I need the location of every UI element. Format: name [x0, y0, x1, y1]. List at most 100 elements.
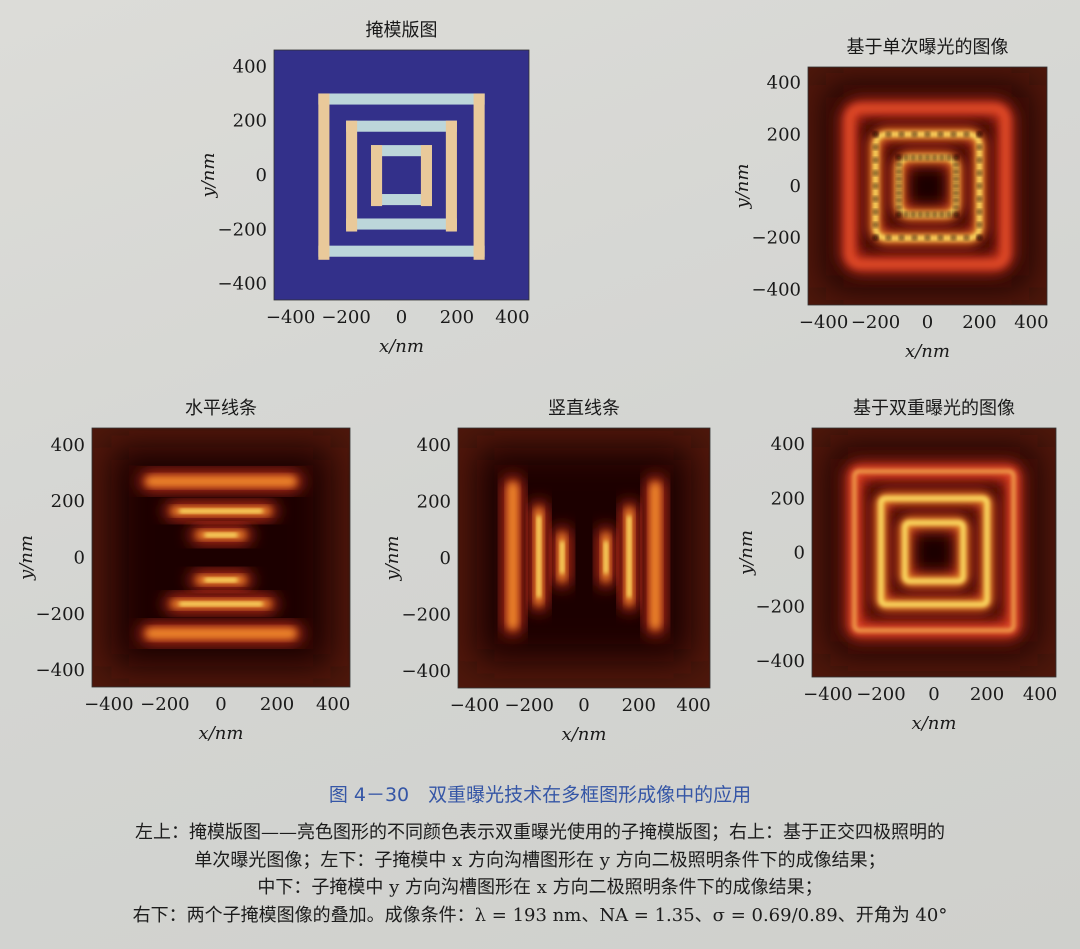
intensity-dip	[977, 235, 982, 241]
y-axis-label: y/nm	[198, 153, 219, 199]
heatmap-image	[808, 67, 1047, 305]
y-tick-label: 400	[417, 435, 451, 456]
intensity-dip	[896, 162, 902, 167]
intensity-ring-core	[902, 520, 966, 584]
intensity-band	[507, 481, 518, 630]
heatmap-image	[458, 428, 710, 688]
x-tick-label: 400	[495, 307, 529, 328]
y-tick-label: −400	[402, 661, 451, 682]
dark-region	[826, 85, 1029, 288]
intensity-band	[145, 476, 297, 487]
intensity-band-core	[178, 601, 264, 607]
caption-line-1: 左上：掩模版图——亮色图形的不同颜色表示双重曝光使用的子掩模版图；右上：基于正交…	[135, 822, 945, 843]
panel-1: −400 −200 0 200 400 −400 −200 0 200 400 掩模版图 x/nm y/…	[198, 20, 530, 357]
intensity-dip	[925, 235, 930, 241]
y-tick-label: 200	[233, 111, 267, 132]
mask-vertical-bar	[371, 145, 383, 207]
intensity-band-core	[560, 541, 565, 574]
intensity-dip	[953, 197, 959, 203]
intensity-dip	[977, 183, 982, 189]
mask-vertical-bar	[473, 93, 485, 260]
x-tick-label: 200	[962, 312, 996, 333]
y-tick-label: 400	[767, 73, 801, 94]
intensity-dip	[899, 131, 904, 137]
intensity-dip	[946, 212, 952, 217]
intensity-band	[650, 481, 661, 630]
mask-vertical-bar	[346, 120, 358, 232]
intensity-dip	[953, 183, 959, 189]
intensity-dip	[873, 196, 878, 202]
x-tick-label: 200	[260, 694, 294, 715]
x-tick-label: 400	[316, 694, 350, 715]
intensity-dip	[873, 157, 878, 163]
mask-vertical-bar	[318, 93, 330, 260]
intensity-band-core	[536, 515, 541, 598]
x-tick-label: 400	[676, 695, 710, 716]
x-tick-label: −400	[266, 307, 315, 328]
x-tick-label: 0	[578, 695, 589, 716]
intensity-band-core	[603, 541, 608, 574]
x-tick-label: 0	[922, 312, 933, 333]
intensity-dip	[873, 222, 878, 228]
intensity-dip	[873, 170, 878, 176]
intensity-dip	[939, 212, 945, 217]
intensity-dip	[964, 131, 969, 137]
caption-line-4: 右下：两个子掩模图像的叠加。成像条件：λ = 193 nm、NA = 1.35、…	[132, 905, 948, 926]
y-tick-label: 200	[767, 124, 801, 145]
x-tick-label: −400	[84, 694, 133, 715]
x-tick-label: 200	[622, 695, 656, 716]
plot-frame	[811, 427, 1057, 678]
intensity-dip	[977, 144, 982, 150]
x-tick-label: −400	[803, 684, 852, 705]
intensity-dip	[953, 155, 959, 160]
x-tick-label: 0	[928, 684, 939, 705]
intensity-dip	[953, 176, 959, 182]
panel-title: 基于单次曝光的图像	[847, 37, 1009, 58]
intensity-dip	[932, 155, 937, 160]
x-axis-label: x/nm	[905, 341, 950, 362]
y-axis-label: y/nm	[732, 164, 753, 210]
y-tick-label: −200	[402, 605, 451, 626]
intensity-dip	[896, 197, 902, 203]
intensity-dip	[953, 169, 959, 175]
mask-vertical-bar	[445, 120, 457, 232]
intensity-dip	[953, 162, 959, 167]
x-tick-label: 0	[396, 307, 407, 328]
intensity-dip	[918, 155, 923, 160]
intensity-band-core	[627, 515, 632, 598]
intensity-dip	[873, 131, 878, 137]
intensity-dip	[977, 157, 982, 163]
intensity-dip	[896, 176, 902, 182]
caption-line-2: 单次曝光图像；左下：子掩模中 x 方向沟槽图形在 y 方向二极照明条件下的成像结…	[194, 850, 886, 871]
y-tick-label: 0	[440, 548, 451, 569]
x-tick-label: −400	[799, 312, 848, 333]
x-tick-label: 0	[215, 694, 226, 715]
intensity-dip	[918, 212, 923, 217]
figure-caption-title: 图 4－30 双重曝光技术在多框图形成像中的应用	[328, 784, 752, 806]
plot-frame	[91, 427, 351, 688]
intensity-dip	[896, 190, 902, 196]
intensity-dip	[886, 131, 891, 137]
plot-frame	[457, 427, 711, 689]
x-tick-label: 400	[1023, 684, 1057, 705]
y-tick-label: 400	[233, 56, 267, 77]
intensity-dip	[953, 212, 959, 217]
y-tick-label: −200	[36, 604, 85, 625]
y-tick-label: −400	[36, 660, 85, 681]
x-tick-label: −200	[140, 694, 189, 715]
y-tick-label: 0	[794, 543, 805, 564]
intensity-ring-core	[878, 496, 990, 607]
mask-horizontal-bar	[346, 218, 457, 230]
intensity-band-core	[204, 577, 238, 583]
x-axis-label: x/nm	[199, 723, 244, 744]
x-axis-label: x/nm	[562, 724, 607, 745]
intensity-dip	[903, 155, 909, 160]
intensity-dip	[903, 212, 909, 217]
y-tick-label: 400	[771, 434, 805, 455]
y-tick-label: −200	[218, 219, 267, 240]
x-tick-label: 200	[970, 684, 1004, 705]
intensity-ring	[845, 104, 1010, 269]
intensity-dip	[896, 205, 902, 210]
